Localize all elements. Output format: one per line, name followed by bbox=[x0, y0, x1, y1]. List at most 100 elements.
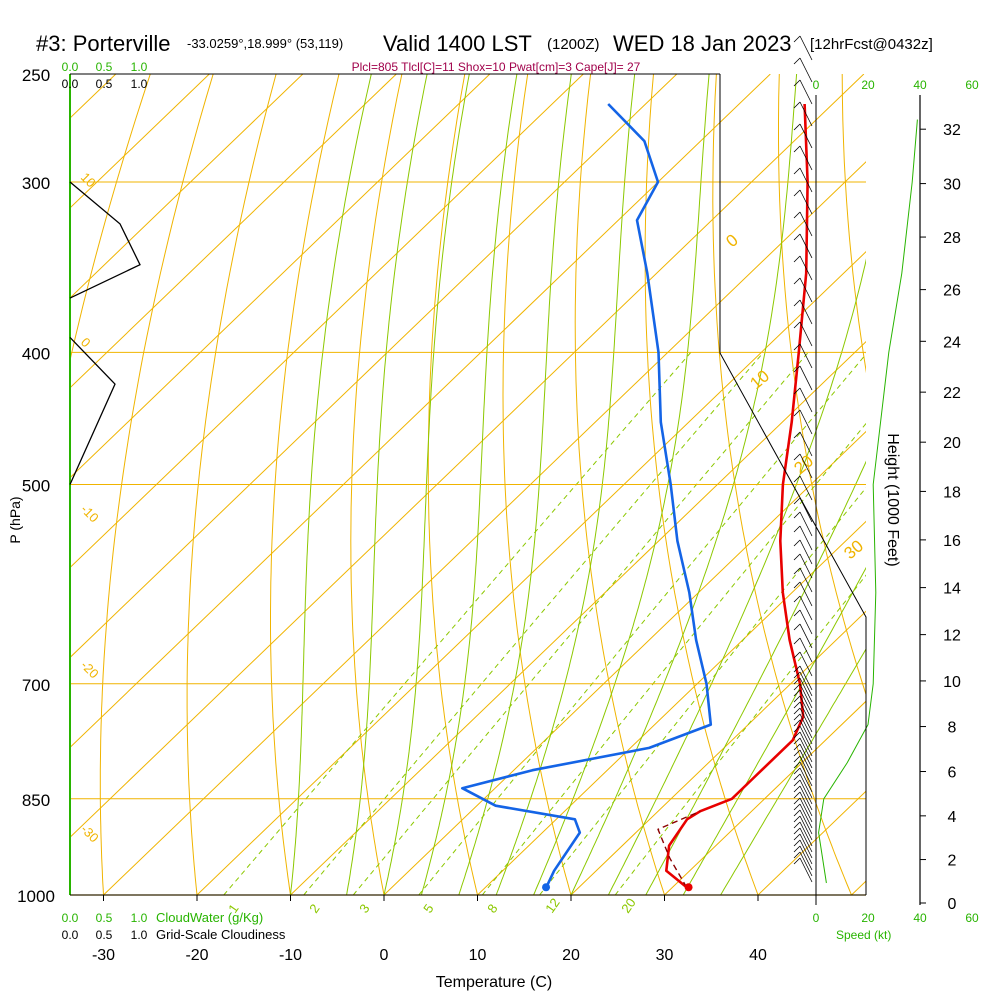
height-tick-label: 14 bbox=[943, 581, 961, 598]
height-tick-label: 30 bbox=[943, 177, 961, 194]
wind-barb bbox=[799, 665, 813, 691]
moist-adiabat-line bbox=[682, 566, 866, 895]
sounding-series bbox=[460, 103, 809, 889]
wind-barb bbox=[799, 713, 813, 739]
wind-barb-flag bbox=[793, 719, 801, 727]
speed-bottom-label: 40 bbox=[913, 911, 927, 925]
x-tick-label: 0 bbox=[380, 947, 389, 964]
wind-barb-flag bbox=[793, 567, 801, 575]
wind-barb-flag bbox=[793, 609, 801, 617]
isotherm-line bbox=[477, 520, 866, 895]
height-tick-label: 28 bbox=[943, 230, 961, 247]
wind-barb bbox=[799, 101, 813, 127]
wind-barb bbox=[799, 695, 813, 721]
moist-adiabat-line bbox=[570, 74, 798, 895]
isotherm-line bbox=[70, 74, 304, 299]
wind-barb-flag bbox=[793, 671, 801, 679]
wind-barb bbox=[799, 475, 813, 501]
wind-barb-flag bbox=[793, 683, 801, 691]
wind-barb-flag bbox=[793, 475, 801, 483]
forecast-tag: [12hrFcst@0432z] bbox=[810, 36, 933, 53]
moist-adiabat-line bbox=[346, 74, 428, 895]
wind-barb-flag bbox=[793, 815, 801, 823]
mixing-ratio-label: 3 bbox=[356, 901, 372, 916]
isotherm-label: 10 bbox=[746, 366, 773, 393]
wind-barb bbox=[799, 233, 813, 259]
speed-top-label: 60 bbox=[965, 78, 979, 92]
wind-barb bbox=[799, 785, 813, 811]
wind-barb bbox=[799, 809, 813, 835]
wind-barb bbox=[799, 725, 813, 751]
wind-barb-flag bbox=[793, 145, 801, 153]
isotherm-label: -20 bbox=[78, 658, 102, 682]
dry-adiabat-line bbox=[778, 74, 866, 696]
wind-barb bbox=[799, 189, 813, 215]
wind-barb-flag bbox=[793, 833, 801, 841]
dry-adiabat-line bbox=[186, 74, 277, 895]
mixing-ratio-line bbox=[418, 353, 866, 895]
height-tick-label: 24 bbox=[943, 334, 961, 351]
pressure-tick-label: 250 bbox=[22, 66, 50, 85]
wind-barb bbox=[799, 145, 813, 171]
wind-barb bbox=[799, 701, 813, 727]
wind-barb-flag bbox=[793, 707, 801, 715]
wind-barb bbox=[799, 797, 813, 823]
wind-barb bbox=[799, 387, 813, 413]
wind-barb bbox=[799, 623, 813, 649]
wind-barb bbox=[799, 851, 813, 877]
x-tick-label: -30 bbox=[92, 947, 115, 964]
wind-barb-flag bbox=[793, 731, 801, 739]
dry-adiabat-line bbox=[968, 74, 1000, 895]
x-tick-label: 10 bbox=[469, 947, 487, 964]
wind-barb bbox=[799, 803, 813, 829]
wind-barb bbox=[799, 511, 813, 537]
wind-barb-flag bbox=[793, 651, 801, 659]
cloud-scale-top-label: 0.0 bbox=[62, 60, 79, 74]
wind-barb-flag bbox=[793, 827, 801, 835]
wind-barb bbox=[799, 689, 813, 715]
speed-top-label: 0 bbox=[813, 78, 820, 92]
wind-barb bbox=[799, 827, 813, 853]
dry-adiabat-line bbox=[841, 74, 866, 374]
wind-barb-flag bbox=[793, 553, 801, 561]
wind-barb-flag bbox=[793, 233, 801, 241]
mixing-ratio-label: 2 bbox=[306, 901, 322, 916]
wind-barb bbox=[799, 707, 813, 733]
wind-barb bbox=[799, 839, 813, 865]
wind-barb-flag bbox=[793, 343, 801, 351]
x-tick-label: 20 bbox=[562, 947, 580, 964]
moist-adiabat-line bbox=[383, 74, 470, 895]
speed-label: Speed (kt) bbox=[836, 928, 891, 942]
wind-barb bbox=[799, 737, 813, 763]
wind-barb-flag bbox=[793, 497, 801, 505]
moist-adiabat-line bbox=[290, 74, 372, 895]
wind-barb-flag bbox=[793, 743, 801, 751]
wind-barb bbox=[799, 123, 813, 149]
cloudiness-scale-top-label: 0.0 bbox=[62, 77, 79, 91]
wind-barb-flag bbox=[793, 773, 801, 781]
moist-adiabat-line bbox=[533, 74, 710, 895]
wind-barb-flag bbox=[793, 511, 801, 519]
wind-barb-flag bbox=[793, 689, 801, 697]
wind-barb bbox=[799, 167, 813, 193]
cloudiness-label: Grid-Scale Cloudiness bbox=[156, 927, 286, 942]
wind-barb-flag bbox=[793, 809, 801, 817]
wind-barb bbox=[799, 671, 813, 697]
cloudiness-profile bbox=[69, 336, 116, 485]
moist-adiabat-line bbox=[420, 74, 518, 895]
wind-barb bbox=[799, 35, 813, 61]
wind-barb bbox=[799, 833, 813, 859]
cloudiness-scale-top-label: 1.0 bbox=[131, 77, 148, 91]
cloudiness-scale-bottom-label: 0.5 bbox=[96, 928, 113, 942]
dry-adiabat-line bbox=[574, 74, 665, 895]
mixing-ratio-label: 8 bbox=[484, 901, 500, 916]
wind-barb bbox=[799, 731, 813, 757]
wind-barb bbox=[799, 791, 813, 817]
mixing-ratio-line bbox=[223, 351, 692, 895]
cloud-water-profile bbox=[69, 181, 141, 299]
wind-barb-flag bbox=[793, 189, 801, 197]
wind-barb-flag bbox=[793, 637, 801, 645]
wind-barb-flag bbox=[793, 713, 801, 721]
wind-barb-flag bbox=[793, 803, 801, 811]
wind-barb bbox=[799, 755, 813, 781]
